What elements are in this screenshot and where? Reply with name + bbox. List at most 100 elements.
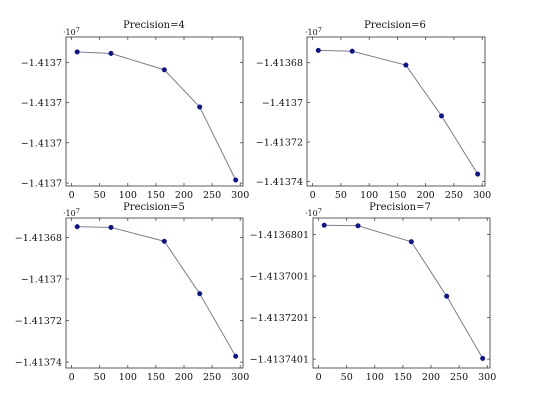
y-tick-label: −1.4137 — [21, 98, 62, 109]
x-tick-label: 100 — [119, 190, 137, 201]
series-line — [77, 226, 237, 357]
data-point — [108, 224, 114, 230]
plot-frame — [312, 217, 491, 369]
data-point — [444, 293, 450, 299]
x-tick-label: 50 — [335, 190, 347, 201]
y-tick-label: −1.41374 — [15, 358, 62, 369]
data-point — [108, 50, 114, 56]
plot-frame — [65, 217, 244, 369]
y-tick-labels: −1.41368 −1.4137 −1.41372 −1.41374 — [15, 233, 62, 369]
y-tick-label: −1.4137 — [21, 179, 62, 190]
y-tick-label: −1.4137401 — [250, 355, 309, 366]
x-tick-labels: 0 50 100 150 200 250 300 — [316, 372, 497, 383]
data-points — [74, 224, 239, 359]
x-tick-label: 0 — [69, 372, 75, 383]
x-tick-label: 50 — [94, 372, 106, 383]
x-tick-label: 250 — [203, 372, 221, 383]
y-multiplier: ·107 — [63, 207, 80, 218]
y-tick-labels: −1.4136801 −1.4137001 −1.4137201 −1.4137401 — [250, 230, 309, 366]
x-tick-label: 150 — [147, 372, 165, 383]
x-tick-label: 300 — [473, 190, 491, 201]
y-multiplier: ·107 — [63, 26, 80, 37]
x-tick-label: 0 — [316, 372, 322, 383]
data-point — [233, 177, 239, 183]
data-points — [321, 222, 486, 361]
data-point — [403, 62, 409, 68]
chart-panel-precision-7: Precision=7 ·107 0 50 100 150 200 250 300 −1.4… — [250, 202, 497, 383]
x-tick-label: 150 — [388, 190, 406, 201]
chart-title: Precision=4 — [123, 20, 185, 31]
plot-frame — [306, 36, 486, 187]
y-tick-label: −1.41374 — [256, 177, 303, 188]
data-point — [349, 48, 355, 54]
tick-marks — [66, 218, 243, 368]
x-tick-label: 200 — [175, 190, 193, 201]
y-tick-label: −1.41372 — [15, 316, 62, 327]
y-tick-label: −1.4137 — [21, 138, 62, 149]
tick-marks — [66, 37, 243, 186]
chart-panel-precision-6: Precision=6 ·107 0 50 100 150 200 250 300 −1.4… — [256, 20, 491, 201]
x-tick-labels: 0 50 100 150 200 250 300 — [310, 190, 492, 201]
x-tick-label: 250 — [450, 372, 468, 383]
x-tick-label: 0 — [69, 190, 75, 201]
data-points — [315, 47, 481, 177]
x-tick-label: 200 — [422, 372, 440, 383]
x-tick-label: 300 — [231, 372, 249, 383]
x-tick-label: 150 — [394, 372, 412, 383]
x-tick-label: 250 — [445, 190, 463, 201]
chart-title: Precision=7 — [369, 202, 431, 213]
y-tick-label: −1.41368 — [15, 233, 62, 244]
data-point — [74, 49, 80, 55]
chart-title: Precision=5 — [123, 202, 185, 213]
data-point — [475, 171, 481, 177]
x-tick-label: 100 — [366, 372, 384, 383]
x-tick-label: 150 — [147, 190, 165, 201]
y-multiplier: ·107 — [305, 26, 322, 37]
data-point — [233, 353, 239, 359]
data-point — [197, 104, 203, 110]
data-point — [355, 223, 361, 229]
tick-marks — [307, 37, 485, 186]
y-multiplier: ·107 — [305, 207, 322, 218]
y-tick-label: −1.4137201 — [250, 313, 309, 324]
data-point — [480, 355, 486, 361]
chart-panel-precision-4: Precision=4 ·107 0 50 100 150 200 250 300 −1.4… — [21, 20, 249, 201]
x-tick-labels: 0 50 100 150 200 250 300 — [69, 372, 250, 383]
data-point — [74, 224, 80, 230]
data-point — [408, 239, 414, 245]
data-point — [315, 47, 321, 53]
plot-frame — [65, 36, 244, 187]
data-points — [74, 49, 239, 183]
data-point — [321, 222, 327, 228]
data-point — [439, 113, 445, 119]
x-tick-label: 200 — [175, 372, 193, 383]
tick-marks — [313, 218, 490, 368]
x-tick-label: 100 — [360, 190, 378, 201]
series-line — [77, 51, 237, 181]
y-tick-labels: −1.41368 −1.4137 −1.41372 −1.41374 — [256, 58, 303, 188]
x-tick-label: 250 — [203, 190, 221, 201]
x-tick-label: 50 — [94, 190, 106, 201]
data-point — [161, 238, 167, 244]
series-line — [324, 224, 484, 359]
chart-panel-precision-5: Precision=5 ·107 0 50 100 150 200 250 300 −1.4… — [15, 202, 250, 383]
chart-title: Precision=6 — [364, 20, 426, 31]
x-tick-label: 300 — [478, 372, 496, 383]
x-tick-label: 50 — [341, 372, 353, 383]
data-point — [197, 291, 203, 297]
y-tick-label: −1.41368 — [256, 58, 303, 69]
x-tick-labels: 0 50 100 150 200 250 300 — [69, 190, 250, 201]
y-tick-label: −1.41372 — [256, 138, 303, 149]
y-tick-labels: −1.4137 −1.4137 −1.4137 −1.4137 — [21, 58, 62, 190]
y-tick-label: −1.4136801 — [250, 230, 309, 241]
series-line — [318, 49, 479, 175]
x-tick-label: 100 — [119, 372, 137, 383]
x-tick-label: 300 — [231, 190, 249, 201]
y-tick-label: −1.4137 — [21, 274, 62, 285]
y-tick-label: −1.4137001 — [250, 272, 309, 283]
data-point — [161, 67, 167, 73]
y-tick-label: −1.4137 — [262, 98, 303, 109]
y-tick-label: −1.4137 — [21, 58, 62, 69]
x-tick-label: 200 — [417, 190, 435, 201]
x-tick-label: 0 — [310, 190, 316, 201]
